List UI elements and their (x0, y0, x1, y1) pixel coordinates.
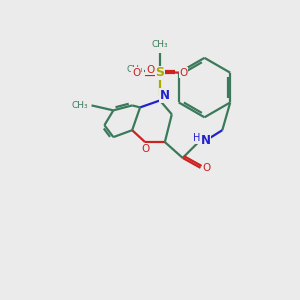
Text: O: O (180, 68, 188, 78)
Text: H: H (193, 133, 200, 143)
Text: N: N (160, 89, 170, 102)
Text: S: S (155, 66, 164, 79)
Text: N: N (200, 134, 211, 147)
Text: CH₃: CH₃ (71, 101, 88, 110)
Text: O: O (141, 144, 149, 154)
Text: CH₃: CH₃ (152, 40, 168, 50)
Text: O: O (132, 68, 140, 78)
Text: O: O (146, 65, 154, 75)
Text: CH₃: CH₃ (127, 65, 143, 74)
Text: O: O (202, 163, 211, 173)
